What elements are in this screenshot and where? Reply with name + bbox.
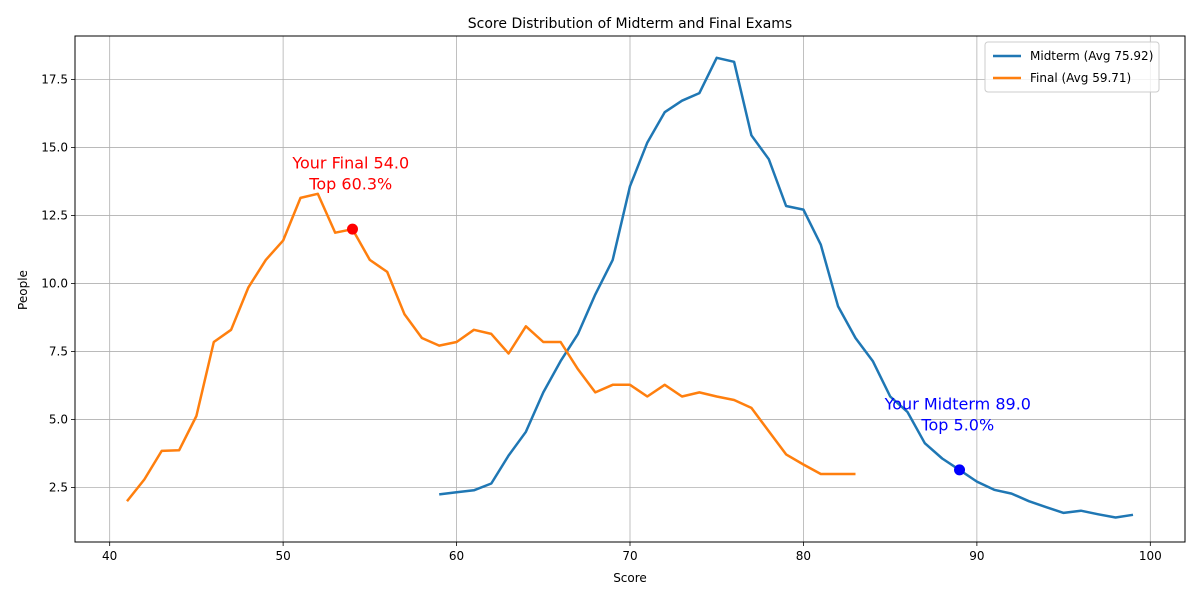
y-tick-label: 5.0: [49, 413, 68, 427]
final-annotation-line1: Your Final 54.0: [291, 154, 409, 173]
y-axis-title: People: [16, 270, 30, 310]
midterm-annotation-line2: Top 5.0%: [920, 415, 994, 434]
x-tick-label: 60: [449, 549, 464, 563]
final-series-line: [126, 192, 856, 502]
chart-title: Score Distribution of Midterm and Final …: [468, 16, 792, 32]
grid: [75, 36, 1185, 542]
legend-label-final: Final (Avg 59.71): [1030, 71, 1131, 85]
legend-label-midterm: Midterm (Avg 75.92): [1030, 49, 1153, 63]
y-tick-label: 10.0: [41, 277, 68, 291]
x-tick-label: 70: [622, 549, 637, 563]
y-tick-label: 7.5: [49, 345, 68, 359]
x-tick-label: 90: [969, 549, 984, 563]
x-tick-label: 40: [102, 549, 117, 563]
midterm-score-marker: [954, 464, 966, 476]
legend-box: [984, 41, 1160, 93]
legend: Midterm (Avg 75.92) Final (Avg 59.71): [984, 41, 1160, 93]
x-tick-label: 100: [1139, 549, 1162, 563]
final-annotation-line2: Top 60.3%: [308, 175, 392, 194]
x-axis-title: Score: [613, 571, 647, 585]
final-score-marker: [347, 223, 358, 235]
annotations: Your Final 54.0 Top 60.3% Your Midterm 8…: [291, 154, 1031, 435]
y-tick-label: 2.5: [49, 481, 68, 495]
x-tick-label: 50: [275, 549, 290, 563]
annotation-markers: [347, 223, 966, 476]
axis-ticks: 40 50 60 70 80 90 100 2.5 5.0 7.5 10.0 12.5 15.0 17.5: [41, 73, 1161, 563]
y-tick-label: 15.0: [41, 141, 68, 155]
y-tick-label: 12.5: [41, 209, 68, 223]
series-lines: [126, 56, 1134, 519]
midterm-annotation-line1: Your Midterm 89.0: [884, 394, 1031, 413]
y-tick-label: 17.5: [41, 73, 68, 87]
x-tick-label: 80: [796, 549, 811, 563]
midterm-series-line: [439, 56, 1134, 519]
